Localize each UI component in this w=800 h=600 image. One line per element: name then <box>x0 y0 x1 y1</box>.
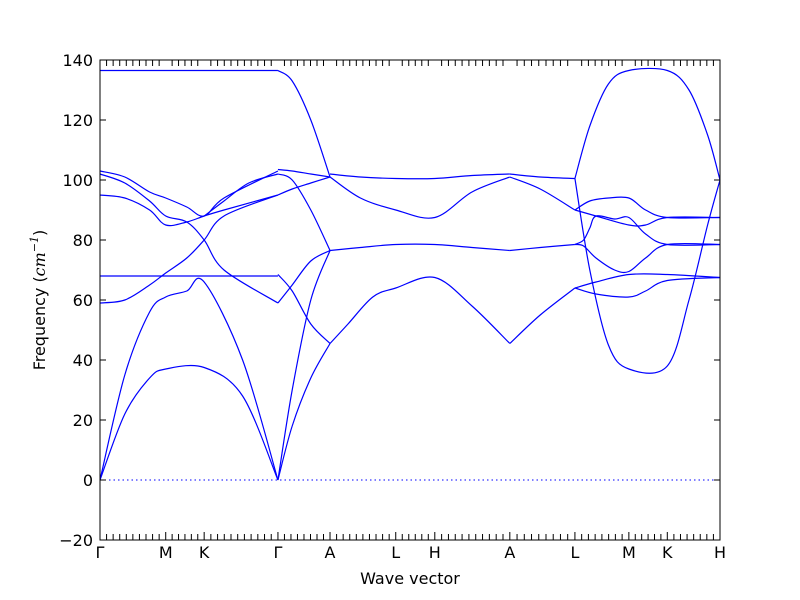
y-axis-label-suffix: ) <box>30 230 49 236</box>
band-line-22 <box>509 243 575 252</box>
band-line-24 <box>509 173 575 180</box>
band-line-23 <box>509 176 576 211</box>
y-axis-label-prefix: Frequency ( <box>30 276 49 370</box>
band-line-16 <box>277 69 331 178</box>
y-axis-label: Frequency (cm−1) <box>28 230 49 371</box>
plot-frame <box>99 59 721 541</box>
y-tick-label: 80 <box>73 231 93 250</box>
x-minor-ticks <box>106 60 714 540</box>
y-axis-label-unit: cm <box>30 252 49 276</box>
x-tick-label: H <box>714 543 726 562</box>
band-line-25 <box>574 273 721 289</box>
y-tick-label: 20 <box>73 411 93 430</box>
x-tick-label: A <box>504 543 515 562</box>
band-line-13 <box>277 176 331 196</box>
y-tick-label: 0 <box>83 471 93 490</box>
y-tick-label: 120 <box>62 111 93 130</box>
y-tick-label: 60 <box>73 291 93 310</box>
band-line-19 <box>329 176 511 219</box>
band-line-31 <box>574 178 721 374</box>
x-tick-label: M <box>159 543 173 562</box>
band-line-8 <box>203 173 279 217</box>
y-tick-label: 140 <box>62 51 93 70</box>
band-line-9 <box>277 343 331 481</box>
x-tick-label: H <box>429 543 441 562</box>
band-line-0 <box>99 364 279 481</box>
band-line-1 <box>99 277 279 481</box>
x-tick-label: K <box>199 543 210 562</box>
band-line-10 <box>277 250 331 481</box>
y-axis: −20 0 20 40 60 80 100 120 140 <box>59 51 720 550</box>
x-axis-label: Wave vector <box>360 569 460 588</box>
x-tick-label: L <box>570 543 579 562</box>
x-tick-label: Γ <box>273 543 282 562</box>
x-tick-label: K <box>662 543 673 562</box>
band-line-6 <box>99 170 279 217</box>
band-line-30 <box>574 242 721 274</box>
x-tick-label: Γ <box>96 543 105 562</box>
band-line-29 <box>574 215 721 246</box>
y-tick-label: 40 <box>73 351 93 370</box>
band-line-32 <box>574 67 721 181</box>
band-line-4 <box>99 194 279 227</box>
band-line-11 <box>277 274 331 344</box>
y-tick-label: 100 <box>62 171 93 190</box>
y-axis-label-exponent: −1 <box>28 236 41 252</box>
phonon-bands <box>99 67 721 481</box>
band-line-3 <box>99 194 279 304</box>
band-line-17 <box>329 276 511 344</box>
band-line-28 <box>574 196 721 219</box>
x-tick-label: A <box>325 543 336 562</box>
band-line-21 <box>509 287 576 344</box>
band-line-20 <box>329 173 510 180</box>
band-line-14 <box>277 173 331 251</box>
band-line-5 <box>99 173 279 304</box>
y-tick-label: −20 <box>59 531 93 550</box>
x-tick-label: M <box>622 543 636 562</box>
band-line-18 <box>329 243 510 252</box>
band-line-12 <box>277 249 331 304</box>
band-line-15 <box>277 168 331 178</box>
band-line-26 <box>574 276 721 298</box>
x-tick-label: L <box>391 543 400 562</box>
